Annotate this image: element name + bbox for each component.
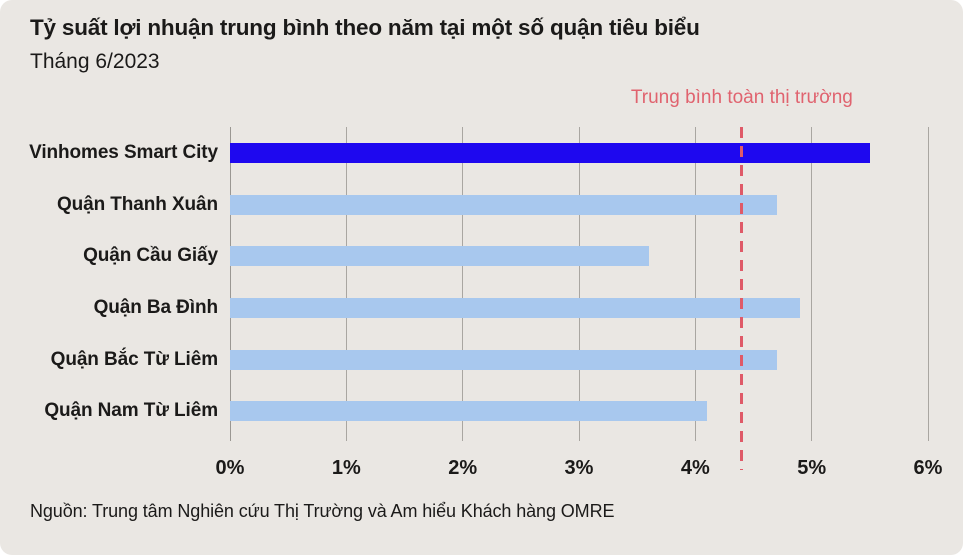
chart-title: Tỷ suất lợi nhuận trung bình theo năm tạ… [30,15,700,40]
bar-track [230,297,928,318]
bar-row: Quận Nam Từ Liêm [0,385,928,437]
gridline [811,127,813,441]
bar-track [230,142,928,163]
bar-row: Quận Cầu Giấy [0,230,928,282]
category-label: Quận Thanh Xuân [56,193,218,215]
gridline [927,127,929,441]
category-label: Quận Bắc Từ Liêm [50,348,218,370]
chart-subtitle: Tháng 6/2023 [30,50,160,73]
bar [230,246,649,267]
market-average-line [740,127,744,470]
category-label: Quận Nam Từ Liêm [44,400,218,422]
bar [230,194,777,215]
bar-track [230,401,928,422]
bar-rows: Vinhomes Smart City Quận Thanh Xuân Quận C… [0,127,928,437]
bar-row: Quận Ba Đình [0,282,928,334]
gridline [578,127,580,441]
x-tick-label: 5% [797,457,827,479]
bar-highlight [230,142,870,163]
x-tick-label: 3% [564,457,594,479]
x-tick-label: 2% [448,457,478,479]
bar [230,349,777,370]
category-label: Quận Cầu Giấy [83,245,218,267]
bar-track [230,246,928,267]
x-tick-label: 6% [913,457,943,479]
gridline [694,127,696,441]
bar-row: Vinhomes Smart City [0,127,928,179]
gridline [462,127,464,441]
grid-layer [0,127,963,441]
bar-track [230,194,928,215]
category-label: Quận Ba Đình [93,296,219,318]
bar-row: Quận Thanh Xuân [0,179,928,231]
category-label: Vinhomes Smart City [29,141,218,163]
gridline [345,127,347,441]
bar-row: Quận Bắc Từ Liêm [0,334,928,386]
x-tick-label: 1% [331,457,361,479]
x-axis: 0% 1% 2% 3% 4% 5% 6% [0,457,963,485]
source-note: Nguồn: Trung tâm Nghiên cứu Thị Trường v… [30,501,615,521]
x-tick-label: 0% [215,457,245,479]
y-axis-line [229,127,231,441]
bar-chart: Vinhomes Smart City Quận Thanh Xuân Quận C… [0,127,963,487]
bar-track [230,349,928,370]
x-tick-label: 4% [680,457,710,479]
bar [230,401,707,422]
bar [230,297,801,318]
market-average-label: Trung bình toàn thị trường [630,87,853,108]
